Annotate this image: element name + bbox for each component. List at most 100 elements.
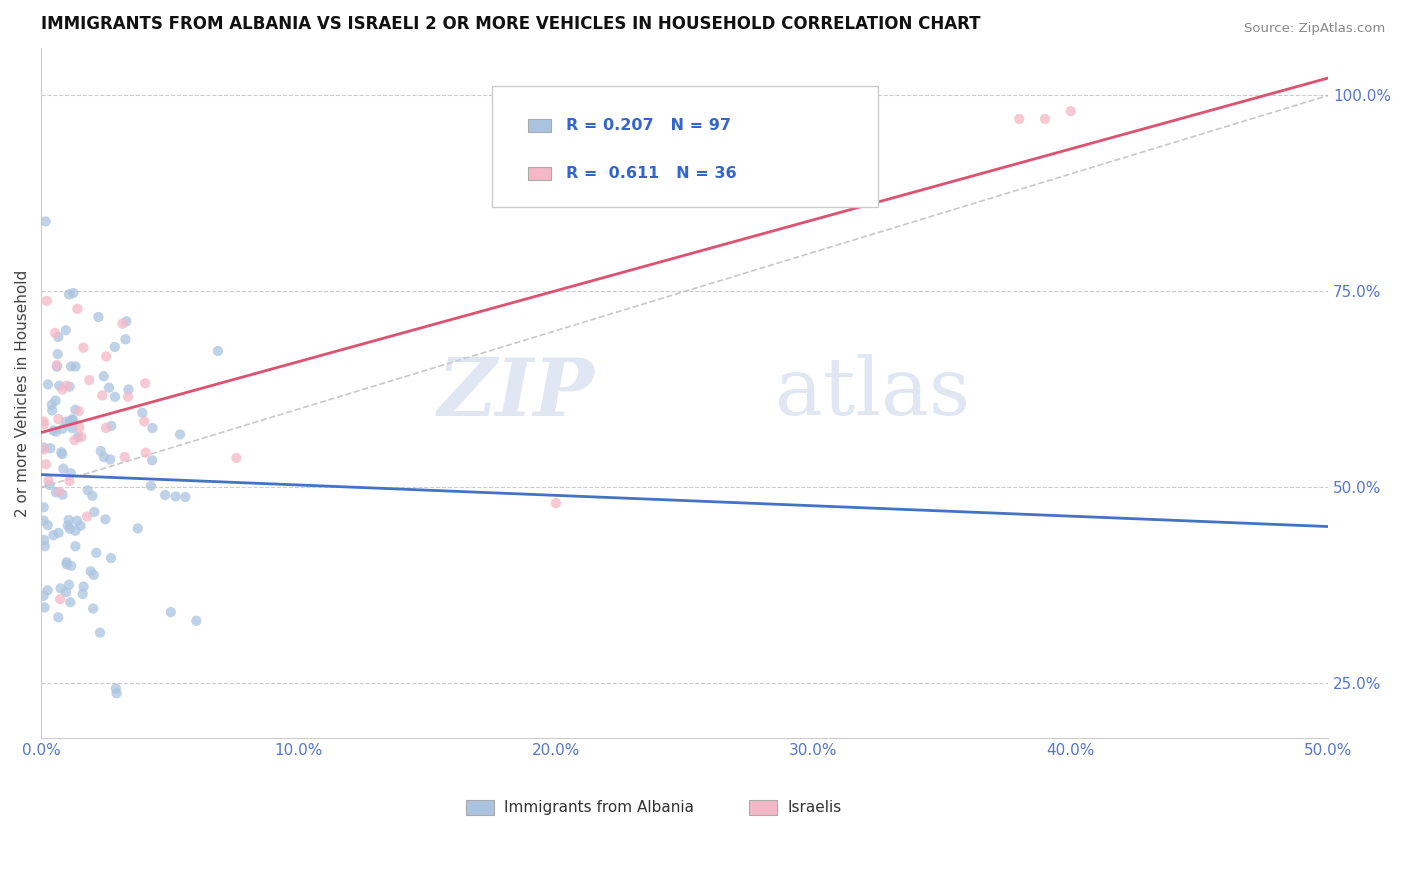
Text: atlas: atlas <box>775 354 970 433</box>
Point <box>37 518 59 533</box>
Point <box>97 381 120 395</box>
Point <box>65 524 87 538</box>
Point <box>94 350 117 364</box>
Point <box>65 539 87 553</box>
Text: R = 0.207   N = 97: R = 0.207 N = 97 <box>567 118 731 133</box>
Point <box>56 558 79 572</box>
Point <box>55 555 77 569</box>
Point <box>90 444 112 458</box>
Point <box>52 383 75 397</box>
Point <box>32 500 55 515</box>
Point <box>32 589 55 603</box>
Point <box>46 610 69 624</box>
Point <box>60 558 83 573</box>
Point <box>87 310 110 324</box>
Y-axis label: 2 or more Vehicles in Household: 2 or more Vehicles in Household <box>15 269 30 517</box>
Point <box>91 388 114 402</box>
Point <box>76 483 98 498</box>
Point <box>51 447 73 461</box>
Point <box>165 490 187 504</box>
Point <box>104 681 127 696</box>
Point <box>65 359 87 374</box>
Point <box>114 450 136 464</box>
FancyBboxPatch shape <box>492 87 877 207</box>
Point <box>32 533 55 547</box>
FancyBboxPatch shape <box>465 800 494 815</box>
Point <box>60 412 83 426</box>
Text: ZIP: ZIP <box>437 355 595 432</box>
Point <box>55 585 77 599</box>
Point <box>41 403 63 417</box>
Point <box>104 340 127 354</box>
Point <box>32 514 55 528</box>
Point <box>174 490 197 504</box>
Point <box>37 377 59 392</box>
Point <box>82 601 104 615</box>
Point <box>62 285 84 300</box>
Point <box>46 412 69 426</box>
Point <box>44 326 66 340</box>
Point <box>72 341 94 355</box>
Point <box>83 505 105 519</box>
Point <box>39 441 62 455</box>
Point <box>98 452 121 467</box>
Point <box>59 595 82 609</box>
Point <box>80 564 103 578</box>
Point <box>38 478 60 492</box>
Point <box>52 461 75 475</box>
Point <box>89 625 111 640</box>
Point <box>49 592 72 607</box>
Point <box>70 430 93 444</box>
Point <box>225 450 247 465</box>
Point <box>83 568 105 582</box>
Point <box>66 430 89 444</box>
Point <box>67 404 90 418</box>
Point <box>32 417 55 432</box>
FancyBboxPatch shape <box>749 800 778 815</box>
Point <box>59 522 82 536</box>
Point <box>134 415 156 429</box>
Point <box>35 293 58 308</box>
Point <box>72 587 94 601</box>
Point <box>37 474 59 488</box>
Point <box>45 425 67 439</box>
Text: Immigrants from Albania: Immigrants from Albania <box>505 800 695 814</box>
Point <box>35 457 58 471</box>
Point <box>48 484 70 499</box>
Point <box>100 419 122 434</box>
Point <box>1008 112 1031 126</box>
Point <box>69 518 91 533</box>
Point <box>104 390 127 404</box>
Point <box>32 442 55 457</box>
Point <box>66 301 89 316</box>
Point <box>141 421 163 435</box>
Point <box>93 450 115 464</box>
Point <box>34 600 56 615</box>
Point <box>77 373 100 387</box>
Point <box>207 344 229 359</box>
Point <box>100 551 122 566</box>
Point <box>153 488 176 502</box>
Point <box>55 378 77 392</box>
Point <box>46 330 69 344</box>
Point <box>49 582 72 596</box>
Point <box>60 421 83 435</box>
Point <box>55 323 77 337</box>
Point <box>131 406 153 420</box>
Point <box>94 512 117 526</box>
Point <box>58 287 80 301</box>
Point <box>139 479 162 493</box>
Point <box>1033 112 1056 126</box>
Point <box>55 415 77 429</box>
Point <box>45 359 67 374</box>
Point <box>84 546 107 560</box>
Point <box>94 421 117 435</box>
Point <box>45 358 67 372</box>
Text: Israelis: Israelis <box>787 800 842 814</box>
Point <box>67 420 90 434</box>
Point <box>93 369 115 384</box>
Point <box>63 433 86 447</box>
Point <box>48 378 70 392</box>
Point <box>58 513 80 527</box>
Point <box>58 380 80 394</box>
